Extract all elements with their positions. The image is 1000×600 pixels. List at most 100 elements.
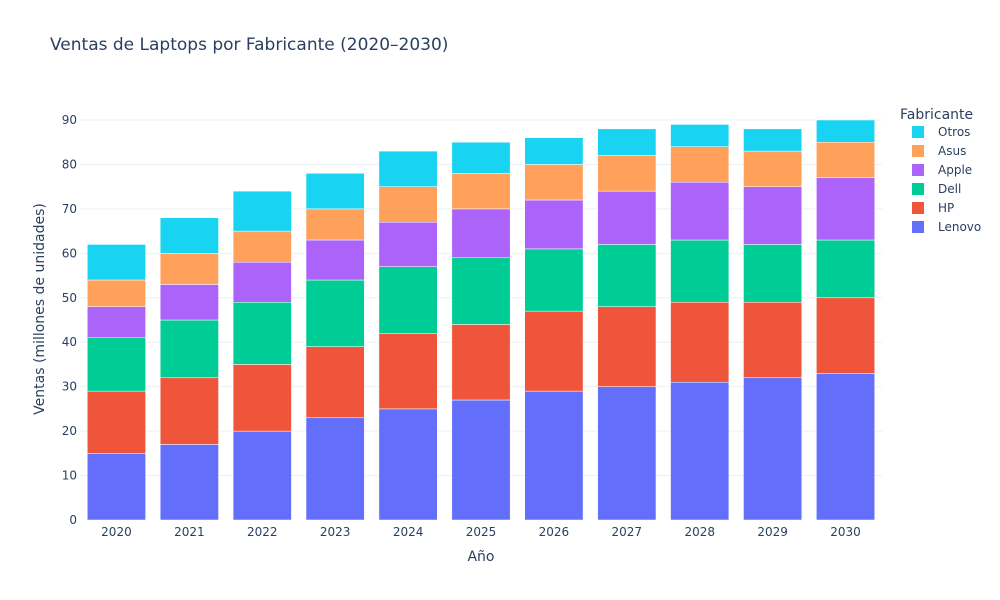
bar-apple-2022[interactable] bbox=[232, 261, 292, 303]
x-tick-label: 2024 bbox=[393, 525, 424, 539]
bar-dell-2026[interactable] bbox=[524, 248, 584, 312]
legend: Fabricante Otros Asus Apple Dell HP Lenovo bbox=[900, 107, 981, 234]
bar-apple-2028[interactable] bbox=[670, 181, 730, 241]
y-tick-label: 80 bbox=[62, 157, 77, 171]
x-tick-label: 2030 bbox=[830, 525, 861, 539]
bar-apple-2021[interactable] bbox=[159, 284, 219, 321]
legend-label-otros[interactable]: Otros bbox=[938, 125, 970, 139]
bar-asus-2020[interactable] bbox=[87, 279, 146, 307]
bar-dell-2030[interactable] bbox=[816, 239, 875, 299]
bar-apple-2020[interactable] bbox=[87, 306, 146, 339]
legend-swatch-asus[interactable] bbox=[912, 145, 924, 157]
legend-swatch-lenovo[interactable] bbox=[912, 221, 924, 233]
legend-label-dell[interactable]: Dell bbox=[938, 182, 961, 196]
bar-lenovo-2022[interactable] bbox=[232, 430, 292, 521]
legend-swatch-hp[interactable] bbox=[912, 202, 924, 214]
bar-asus-2030[interactable] bbox=[816, 141, 875, 179]
bar-hp-2025[interactable] bbox=[451, 324, 511, 401]
bar-hp-2020[interactable] bbox=[87, 390, 146, 454]
bar-hp-2028[interactable] bbox=[670, 301, 730, 383]
bar-otros-2023[interactable] bbox=[305, 173, 365, 210]
bar-hp-2024[interactable] bbox=[378, 333, 438, 410]
bar-asus-2022[interactable] bbox=[232, 230, 292, 263]
bar-lenovo-2025[interactable] bbox=[451, 399, 511, 521]
bar-asus-2029[interactable] bbox=[743, 150, 803, 187]
bar-lenovo-2026[interactable] bbox=[524, 390, 584, 521]
bar-dell-2024[interactable] bbox=[378, 266, 438, 334]
bar-hp-2026[interactable] bbox=[524, 310, 584, 392]
y-tick-label: 10 bbox=[62, 469, 77, 483]
x-tick-label: 2020 bbox=[101, 525, 132, 539]
legend-label-hp[interactable]: HP bbox=[938, 201, 954, 215]
x-axis-ticks: 2020 2021 2022 2023 2024 2025 2026 2027 2028 2029… bbox=[101, 525, 861, 539]
bar-hp-2022[interactable] bbox=[232, 364, 292, 432]
bar-apple-2030[interactable] bbox=[816, 177, 875, 241]
bar-asus-2025[interactable] bbox=[451, 173, 511, 210]
bar-otros-2020[interactable] bbox=[87, 244, 146, 281]
bar-lenovo-2027[interactable] bbox=[597, 386, 657, 521]
bar-lenovo-2020[interactable] bbox=[87, 453, 146, 521]
y-tick-label: 30 bbox=[62, 380, 77, 394]
y-tick-label: 0 bbox=[69, 513, 77, 527]
bar-asus-2021[interactable] bbox=[159, 253, 219, 285]
bar-dell-2020[interactable] bbox=[87, 337, 146, 392]
bar-hp-2023[interactable] bbox=[305, 346, 365, 419]
bar-lenovo-2024[interactable] bbox=[378, 408, 438, 521]
bar-lenovo-2028[interactable] bbox=[670, 381, 730, 521]
legend-label-apple[interactable]: Apple bbox=[938, 163, 972, 177]
x-tick-label: 2025 bbox=[466, 525, 497, 539]
y-axis-ticks: 0 10 20 30 40 50 60 70 80 90 bbox=[62, 113, 77, 527]
y-tick-label: 60 bbox=[62, 246, 77, 260]
x-tick-label: 2021 bbox=[174, 525, 205, 539]
bar-dell-2021[interactable] bbox=[159, 319, 219, 379]
bar-hp-2030[interactable] bbox=[816, 297, 875, 374]
bar-hp-2021[interactable] bbox=[159, 377, 219, 445]
legend-swatch-apple[interactable] bbox=[912, 164, 924, 176]
bar-hp-2029[interactable] bbox=[743, 301, 803, 379]
bar-otros-2024[interactable] bbox=[378, 150, 438, 187]
x-tick-label: 2027 bbox=[612, 525, 643, 539]
bar-lenovo-2029[interactable] bbox=[743, 377, 803, 521]
legend-swatch-dell[interactable] bbox=[912, 183, 924, 195]
bar-asus-2026[interactable] bbox=[524, 164, 584, 201]
bar-hp-2027[interactable] bbox=[597, 306, 657, 387]
bar-dell-2029[interactable] bbox=[743, 244, 803, 303]
bar-otros-2028[interactable] bbox=[670, 124, 730, 147]
x-tick-label: 2028 bbox=[684, 525, 715, 539]
bar-otros-2029[interactable] bbox=[743, 128, 803, 152]
bar-apple-2027[interactable] bbox=[597, 190, 657, 245]
bar-apple-2025[interactable] bbox=[451, 208, 511, 259]
y-tick-label: 50 bbox=[62, 291, 77, 305]
bar-dell-2028[interactable] bbox=[670, 239, 730, 303]
chart-title: Ventas de Laptops por Fabricante (2020–2… bbox=[50, 35, 448, 55]
bar-asus-2024[interactable] bbox=[378, 186, 438, 223]
x-tick-label: 2026 bbox=[539, 525, 570, 539]
bar-apple-2026[interactable] bbox=[524, 199, 584, 250]
bar-apple-2023[interactable] bbox=[305, 239, 365, 281]
bar-dell-2027[interactable] bbox=[597, 244, 657, 307]
bar-lenovo-2023[interactable] bbox=[305, 417, 365, 521]
bars bbox=[87, 119, 875, 521]
bar-asus-2028[interactable] bbox=[670, 146, 730, 183]
bar-asus-2027[interactable] bbox=[597, 155, 657, 192]
bar-otros-2022[interactable] bbox=[232, 190, 292, 232]
bar-apple-2024[interactable] bbox=[378, 221, 438, 267]
x-tick-label: 2023 bbox=[320, 525, 351, 539]
bar-otros-2030[interactable] bbox=[816, 119, 875, 143]
y-axis-title: Ventas (millones de unidades) bbox=[32, 203, 48, 415]
bar-lenovo-2030[interactable] bbox=[816, 373, 875, 521]
legend-label-asus[interactable]: Asus bbox=[938, 144, 966, 158]
bar-otros-2021[interactable] bbox=[159, 217, 219, 254]
y-tick-label: 20 bbox=[62, 424, 77, 438]
bar-otros-2027[interactable] bbox=[597, 128, 657, 156]
bar-otros-2025[interactable] bbox=[451, 141, 511, 174]
bar-apple-2029[interactable] bbox=[743, 186, 803, 245]
bar-dell-2023[interactable] bbox=[305, 279, 365, 347]
bar-otros-2026[interactable] bbox=[524, 137, 584, 165]
legend-label-lenovo[interactable]: Lenovo bbox=[938, 220, 981, 234]
legend-swatch-otros[interactable] bbox=[912, 126, 924, 138]
bar-asus-2023[interactable] bbox=[305, 208, 365, 241]
bar-dell-2025[interactable] bbox=[451, 257, 511, 325]
bar-lenovo-2021[interactable] bbox=[159, 444, 219, 521]
bar-dell-2022[interactable] bbox=[232, 301, 292, 365]
